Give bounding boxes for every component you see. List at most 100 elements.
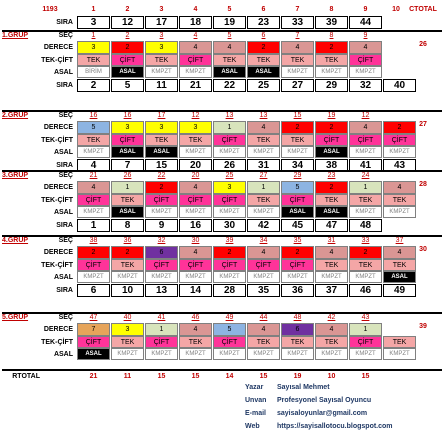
- rtotal-cell: 10: [327, 372, 336, 380]
- group-label: 5.GRUP: [2, 314, 29, 321]
- column-header: 3: [159, 5, 164, 13]
- tek-cift-cell: ÇİFT: [281, 194, 314, 206]
- column-header: 8: [329, 5, 334, 13]
- sira-cell: 32: [349, 79, 382, 92]
- asal-cell: KMPZT: [281, 146, 314, 158]
- asal-cell: KMPZT: [281, 348, 314, 360]
- derece-cell: 4: [383, 246, 416, 259]
- tek-cift-cell: ÇİFT: [383, 134, 416, 146]
- sec-cell: 36: [123, 237, 132, 244]
- asal-cell: ASAL: [111, 206, 144, 218]
- asal-cell: KMPZT: [247, 271, 280, 283]
- sira-cell: 37: [315, 284, 348, 297]
- derece-cell: 2: [111, 246, 144, 259]
- sira-cell: 16: [179, 219, 212, 232]
- derece-cell: 4: [179, 41, 212, 54]
- tek-cift-label: TEK-ÇİFT: [41, 338, 73, 346]
- sira-cell: 2: [77, 79, 110, 92]
- info-key: Web: [245, 422, 260, 430]
- separator-line: [2, 369, 442, 371]
- tek-cift-cell: TEK: [247, 54, 280, 66]
- rtotal-label: RTOTAL: [12, 372, 40, 380]
- tek-cift-cell: ÇİFT: [247, 259, 280, 271]
- sira-cell: 21: [179, 79, 212, 92]
- tek-cift-cell: ÇİFT: [77, 259, 110, 271]
- sira-cell: 19: [213, 16, 246, 29]
- corner-value: 1193: [42, 5, 58, 13]
- asal-cell: KMPZT: [77, 146, 110, 158]
- asal-cell: KMPZT: [281, 66, 314, 78]
- tek-cift-cell: ÇİFT: [213, 336, 246, 348]
- derece-cell: 2: [213, 246, 246, 259]
- sira-cell: 42: [247, 219, 280, 232]
- ctotal-label: CTOTAL: [409, 5, 437, 13]
- rtotal-cell: 15: [157, 372, 166, 380]
- derece-cell: 2: [315, 181, 348, 194]
- separator-line: [2, 235, 442, 237]
- sira-cell: 36: [281, 284, 314, 297]
- sec-cell: 31: [327, 237, 336, 244]
- sira-cell: 9: [145, 219, 178, 232]
- derece-cell: 6: [281, 323, 314, 336]
- asal-cell: KMPZT: [179, 206, 212, 218]
- group-label: 1.GRUP: [2, 32, 29, 39]
- asal-cell: KMPZT: [145, 271, 178, 283]
- asal-label: ASAL: [53, 68, 73, 76]
- column-header: 1: [91, 5, 96, 13]
- asal-cell: ASAL: [315, 146, 348, 158]
- sira-cell: 30: [213, 219, 246, 232]
- asal-cell: KMPZT: [247, 348, 280, 360]
- asal-cell: KMPZT: [111, 271, 144, 283]
- asal-cell: BİRİM: [77, 66, 110, 78]
- tek-cift-cell: ÇİFT: [145, 194, 178, 206]
- derece-cell: 1: [349, 323, 382, 336]
- sira-cell: 48: [349, 219, 382, 232]
- asal-cell: KMPZT: [145, 66, 178, 78]
- sira-cell: 29: [315, 79, 348, 92]
- asal-cell: KMPZT: [315, 66, 348, 78]
- sec-cell: 47: [89, 314, 98, 321]
- sira-cell: 45: [281, 219, 314, 232]
- sec-cell: 32: [157, 237, 166, 244]
- sira-cell: 46: [349, 284, 382, 297]
- sec-cell: 1: [91, 32, 96, 39]
- derece-cell: 4: [281, 41, 314, 54]
- sira-cell: 49: [383, 284, 416, 297]
- asal-cell: KMPZT: [315, 348, 348, 360]
- group-total: 28: [419, 181, 427, 188]
- rtotal-cell: 15: [361, 372, 370, 380]
- derece-cell: 2: [281, 121, 314, 134]
- derece-cell: 4: [77, 181, 110, 194]
- tek-cift-cell: ÇİFT: [349, 336, 382, 348]
- derece-label: DERECE: [43, 184, 73, 191]
- derece-cell: 3: [213, 181, 246, 194]
- sec-cell: 30: [191, 237, 200, 244]
- sira-cell: 35: [247, 284, 280, 297]
- sira-cell: 6: [77, 284, 110, 297]
- sec-cell: 27: [259, 172, 268, 179]
- derece-label: DERECE: [43, 44, 73, 51]
- asal-cell: KMPZT: [111, 348, 144, 360]
- sec-label: SEÇ: [58, 32, 73, 39]
- derece-cell: 3: [111, 121, 144, 134]
- tek-cift-cell: TEK: [179, 336, 212, 348]
- derece-cell: 4: [213, 41, 246, 54]
- asal-cell: KMPZT: [145, 206, 178, 218]
- asal-cell: ASAL: [383, 271, 416, 283]
- derece-cell: 4: [247, 323, 280, 336]
- group-total: 39: [419, 323, 427, 330]
- derece-cell: 2: [349, 246, 382, 259]
- rtotal-cell: 11: [123, 372, 132, 380]
- sec-cell: 17: [157, 112, 166, 119]
- sec-cell: 19: [327, 112, 336, 119]
- tek-cift-cell: ÇİFT: [179, 259, 212, 271]
- sec-cell: 22: [157, 172, 166, 179]
- tek-cift-cell: TEK: [145, 54, 178, 66]
- derece-cell: 4: [349, 121, 382, 134]
- sira-label: SIRA: [56, 19, 73, 26]
- tek-cift-cell: ÇİFT: [111, 134, 144, 146]
- asal-cell: KMPZT: [213, 146, 246, 158]
- derece-cell: 3: [145, 121, 178, 134]
- asal-cell: ASAL: [77, 348, 110, 360]
- tek-cift-cell: ÇİFT: [111, 54, 144, 66]
